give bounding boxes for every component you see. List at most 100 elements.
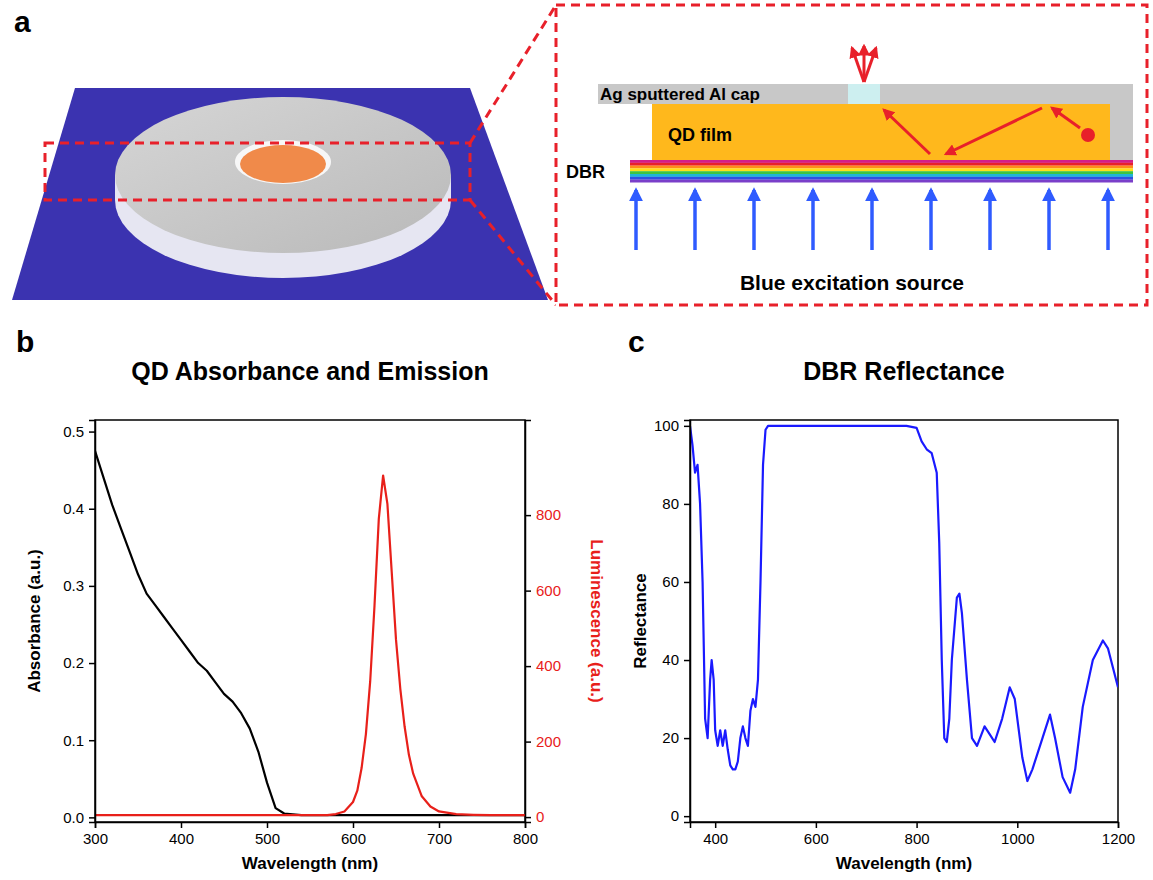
- label: Blue excitation source: [740, 271, 964, 294]
- tick-mark: [181, 822, 183, 828]
- chart-panel: 40060080010001200020406080100cDBR Reflec…: [628, 325, 1135, 873]
- tick-label: 80: [662, 495, 679, 512]
- tick-label: 0: [671, 807, 679, 824]
- tick-label: 500: [255, 830, 280, 847]
- tick: 500: [255, 822, 280, 847]
- panel-letter: a: [14, 5, 31, 38]
- tick: 60: [662, 573, 690, 590]
- axis-line: [526, 421, 532, 823]
- axis: 300400500600700800: [83, 822, 538, 847]
- tick: 600: [804, 822, 829, 847]
- tick-label: 400: [703, 830, 728, 847]
- tick-mark: [684, 816, 690, 818]
- tick-mark: [89, 817, 95, 819]
- tick-mark: [525, 515, 531, 517]
- tick-label: 0.2: [63, 654, 84, 671]
- tick: 0.4: [63, 500, 95, 517]
- tick: 0: [525, 808, 544, 825]
- zoom-connector: [470, 200, 556, 305]
- excitation-arrow: [1047, 190, 1051, 250]
- chart-panel: 3004005006007008000.00.10.20.30.40.50200…: [16, 325, 606, 873]
- tick: 40: [662, 651, 690, 668]
- excitation-arrow: [1106, 190, 1110, 250]
- label: Ag sputtered Al cap: [600, 85, 760, 104]
- diagram-panel: aAg sputtered Al capQD filmDBRBlue excit…: [12, 5, 1147, 305]
- window-rim: [235, 140, 331, 184]
- tick-label: 800: [513, 830, 538, 847]
- chart-title: QD Absorbance and Emission: [131, 357, 488, 385]
- tick-label: 0.0: [63, 809, 84, 826]
- chart-title: DBR Reflectance: [803, 357, 1005, 385]
- y-axis-title: Reflectance: [631, 573, 650, 668]
- tick: 80: [662, 495, 690, 512]
- dbr-layer: [630, 160, 1133, 163]
- tick: 400: [525, 657, 561, 674]
- light-ray: [946, 108, 1042, 154]
- tick-mark: [715, 822, 717, 828]
- tick-mark: [89, 740, 95, 742]
- substrate: [12, 88, 548, 300]
- panel-letter: c: [628, 325, 645, 358]
- dbr-layer: [630, 163, 1133, 166]
- dbr-layer: [630, 180, 1133, 183]
- excitation-arrow: [752, 190, 756, 250]
- tick-mark: [1118, 822, 1120, 828]
- tick: 300: [83, 822, 108, 847]
- series-line: [95, 451, 525, 815]
- dbr-layer: [630, 174, 1133, 177]
- tick-mark: [439, 822, 441, 828]
- axis: 0.00.10.20.30.40.5: [63, 421, 95, 826]
- tick: 0.0: [63, 809, 95, 826]
- disk-top: [115, 97, 451, 253]
- tick-label: 600: [536, 582, 561, 599]
- tick: 0: [671, 807, 690, 824]
- plot-area: [690, 426, 1118, 793]
- tick-label: 0.5: [63, 423, 84, 440]
- axis: 400 600 800 1000 1200: [691, 822, 1136, 847]
- tick: 400: [703, 822, 728, 847]
- tick-label: 600: [804, 830, 829, 847]
- tick: 1200: [1102, 822, 1135, 847]
- tick-label: 300: [83, 830, 108, 847]
- tick-mark: [684, 504, 690, 506]
- tick-mark: [525, 666, 531, 668]
- y2-axis-title: Luminescence (a.u.): [587, 539, 606, 702]
- tick-label: 20: [662, 729, 679, 746]
- tick: 200: [525, 733, 561, 750]
- tick-label: 1000: [1001, 830, 1034, 847]
- tick: 0.3: [63, 577, 95, 594]
- excitation-arrow: [634, 190, 638, 250]
- tick-label: 0: [536, 808, 544, 825]
- series-line: [95, 475, 525, 815]
- y-axis-title: Absorbance (a.u.): [25, 549, 44, 693]
- tick-label: 800: [905, 830, 930, 847]
- tick: 0.2: [63, 654, 95, 671]
- axis: 0200400600800: [525, 421, 561, 826]
- tick-mark: [267, 822, 269, 828]
- excitation-arrow: [929, 190, 933, 250]
- label: QD film: [668, 125, 732, 145]
- tick: 20: [662, 729, 690, 746]
- series-line: [690, 426, 1118, 793]
- tick-mark: [89, 663, 95, 665]
- dbr-layer: [630, 168, 1133, 171]
- x-axis-title: Wavelength (nm): [836, 854, 972, 873]
- tick-mark: [89, 508, 95, 510]
- tick-mark: [684, 660, 690, 662]
- tick-label: 0.4: [63, 500, 84, 517]
- tick-mark: [525, 741, 531, 743]
- tick-mark: [525, 817, 531, 819]
- axis-line: [96, 823, 526, 829]
- plot-frame: [95, 420, 525, 822]
- cap-opening: [848, 84, 880, 104]
- light-ray: [1052, 108, 1080, 128]
- axis: 020406080100: [654, 417, 691, 824]
- tick-label: 600: [341, 830, 366, 847]
- tick-label: 60: [662, 573, 679, 590]
- axis-line: [89, 421, 96, 823]
- tick-mark: [1017, 822, 1019, 828]
- tick: 700: [427, 822, 452, 847]
- zoom-connector: [470, 5, 556, 143]
- qd-window: [240, 145, 326, 183]
- panel-letter: b: [16, 325, 34, 358]
